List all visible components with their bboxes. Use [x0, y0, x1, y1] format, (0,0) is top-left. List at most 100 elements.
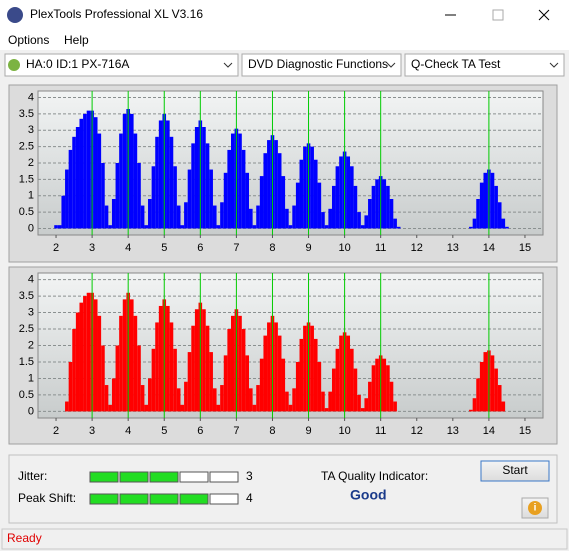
bar [72, 136, 76, 229]
bar [505, 226, 509, 229]
bar [101, 163, 105, 229]
bar [476, 199, 480, 229]
bar [389, 381, 394, 412]
bar [256, 385, 260, 412]
bar [79, 118, 84, 229]
bar [72, 329, 76, 412]
bar [129, 113, 134, 229]
bar [202, 127, 206, 229]
bar [75, 312, 80, 412]
peak-shift-label: Peak Shift: [18, 491, 76, 505]
bar [277, 335, 282, 412]
bar [285, 391, 289, 412]
bar [483, 172, 488, 229]
bar [249, 388, 253, 412]
start-button[interactable] [480, 460, 550, 482]
maximize-button[interactable] [492, 9, 504, 21]
bar [360, 225, 365, 229]
drive-icon [8, 59, 20, 71]
bar [133, 315, 138, 412]
bar [216, 225, 221, 229]
bar [382, 179, 387, 229]
bar [54, 225, 58, 229]
bar [310, 325, 314, 412]
bar [292, 205, 296, 229]
x-tick-label: 7 [233, 425, 239, 437]
quality-value: Good [350, 487, 387, 503]
bar [86, 110, 91, 229]
test-select[interactable] [404, 53, 565, 77]
bar [267, 140, 271, 229]
x-tick-label: 4 [125, 425, 131, 437]
bar [479, 182, 484, 229]
bar [148, 199, 152, 229]
y-tick-label: 2.5 [19, 323, 34, 335]
bar [277, 153, 282, 229]
bar [209, 169, 213, 229]
bar [331, 368, 336, 412]
y-tick-label: 3.5 [19, 290, 34, 302]
x-tick-label: 5 [161, 242, 167, 254]
function-select[interactable] [241, 53, 402, 77]
bar [331, 185, 336, 229]
bar [324, 408, 329, 412]
x-tick-label: 14 [483, 242, 495, 254]
dropdown-arrow [223, 62, 233, 68]
x-tick-label: 6 [197, 425, 203, 437]
bar [166, 305, 170, 412]
bar [173, 166, 177, 229]
bar [364, 215, 369, 229]
bar [346, 335, 351, 412]
x-tick-label: 8 [269, 425, 275, 437]
bar [61, 195, 66, 229]
bar [476, 378, 480, 412]
bar [137, 163, 141, 229]
bar [191, 143, 195, 229]
bar [389, 199, 394, 229]
bar [281, 176, 286, 229]
window-title: PlexTools Professional XL V3.16 [30, 7, 203, 21]
bar [169, 322, 174, 412]
bar [155, 322, 159, 412]
bar [238, 315, 242, 412]
bar [212, 388, 217, 412]
bar [68, 361, 73, 412]
bar [133, 133, 138, 229]
status-text: Ready [7, 531, 42, 545]
bar [321, 212, 325, 229]
meter-segment [149, 493, 179, 505]
bar [122, 113, 127, 229]
bar [259, 358, 264, 412]
bar [115, 345, 120, 412]
bar [328, 391, 332, 412]
menu-item[interactable]: Options [8, 33, 49, 47]
x-tick-label: 12 [411, 242, 423, 254]
close-button[interactable] [538, 9, 550, 21]
x-tick-label: 15 [519, 425, 531, 437]
bar [371, 365, 376, 412]
bar [317, 182, 322, 229]
bar [129, 299, 134, 412]
meter-segment [209, 493, 239, 505]
bar [144, 404, 149, 412]
drive-select[interactable] [4, 53, 239, 77]
bar [115, 163, 120, 229]
bar [353, 185, 358, 229]
jitter-value: 3 [246, 469, 253, 483]
bar [173, 348, 177, 412]
bar [303, 325, 307, 412]
bar [97, 133, 102, 229]
bar [263, 153, 268, 229]
bar [144, 225, 149, 229]
bar [501, 401, 506, 412]
y-tick-label: 1.5 [19, 173, 34, 185]
menu-item[interactable]: Help [64, 33, 89, 47]
bar [230, 133, 235, 229]
bar [339, 335, 343, 412]
y-tick-label: 3 [28, 124, 34, 136]
bar [490, 172, 495, 229]
bar [368, 381, 372, 412]
bar [313, 338, 318, 412]
menu-bar [0, 30, 569, 50]
